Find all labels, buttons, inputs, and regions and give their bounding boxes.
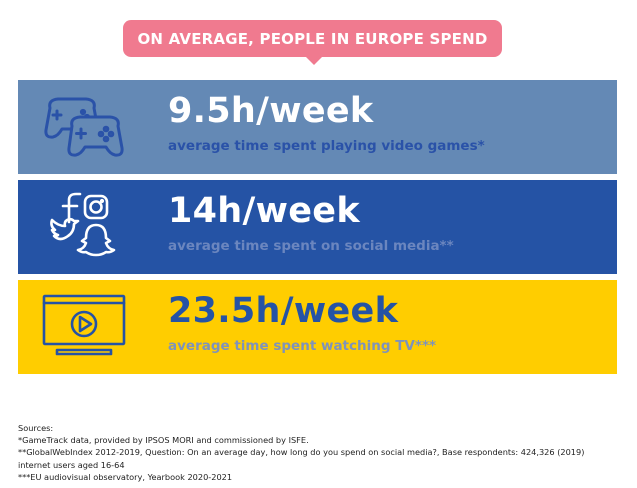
- facebook-icon: [61, 192, 82, 224]
- stat-value: 14h/week: [168, 191, 360, 231]
- header-banner: ON AVERAGE, PEOPLE IN EUROPE SPEND: [123, 20, 502, 57]
- header-pointer: [305, 56, 323, 65]
- stat-description: average time spent on social media**: [168, 238, 454, 254]
- snapchat-icon: [76, 223, 116, 257]
- sources-heading: Sources:: [18, 423, 54, 433]
- stat-row-social-media: 14h/week average time spent on social me…: [18, 180, 617, 274]
- social-media-icons: [50, 192, 116, 257]
- instagram-icon: [83, 194, 109, 220]
- stat-row-tv: 23.5h/week average time spent watching T…: [18, 280, 617, 374]
- source-line: ***EU audiovisual observatory, Yearbook …: [18, 471, 233, 482]
- twitter-icon: [50, 217, 80, 241]
- stat-row-video-games: 9.5h/week average time spent playing vid…: [18, 80, 617, 174]
- tv-play-icon: [42, 294, 126, 356]
- stat-value: 23.5h/week: [168, 291, 399, 331]
- header-title: ON AVERAGE, PEOPLE IN EUROPE SPEND: [137, 29, 488, 48]
- stat-description: average time spent watching TV***: [168, 338, 437, 354]
- stat-value: 9.5h/week: [168, 91, 374, 131]
- source-line: *GameTrack data, provided by IPSOS MORI …: [18, 435, 309, 446]
- sources-footnote: Sources: *GameTrack data, provided by IP…: [18, 422, 618, 483]
- stat-description: average time spent playing video games*: [168, 138, 485, 154]
- gamepad-icon: [44, 97, 124, 157]
- source-line: **GlobalWebIndex 2012-2019, Question: On…: [18, 447, 585, 470]
